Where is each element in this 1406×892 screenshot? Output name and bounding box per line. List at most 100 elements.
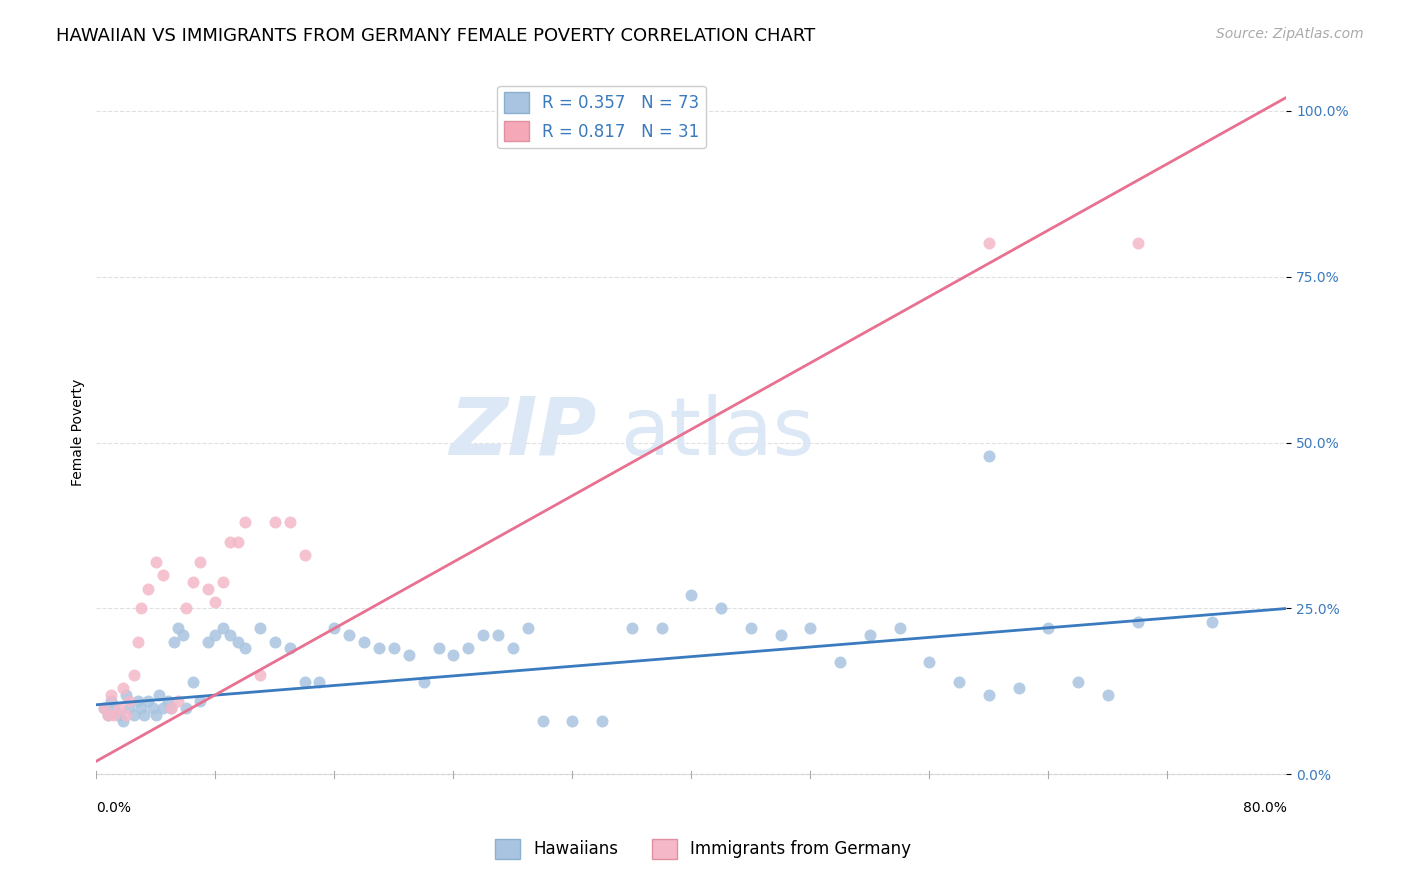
Point	[308, 674, 330, 689]
Point	[486, 628, 509, 642]
Point	[1126, 236, 1149, 251]
Point	[353, 634, 375, 648]
Point	[382, 641, 405, 656]
Point	[740, 621, 762, 635]
Point	[651, 621, 673, 635]
Point	[197, 582, 219, 596]
Point	[1097, 688, 1119, 702]
Point	[107, 701, 129, 715]
Point	[159, 701, 181, 715]
Point	[368, 641, 391, 656]
Y-axis label: Female Poverty: Female Poverty	[72, 379, 86, 486]
Point	[211, 574, 233, 589]
Point	[172, 628, 194, 642]
Point	[148, 688, 170, 702]
Point	[97, 707, 120, 722]
Point	[516, 621, 538, 635]
Point	[181, 574, 204, 589]
Point	[323, 621, 346, 635]
Point	[138, 694, 160, 708]
Point	[249, 668, 271, 682]
Point	[233, 515, 256, 529]
Point	[1008, 681, 1031, 695]
Point	[118, 701, 141, 715]
Point	[219, 535, 242, 549]
Point	[181, 674, 204, 689]
Point	[127, 694, 149, 708]
Point	[249, 621, 271, 635]
Point	[1067, 674, 1090, 689]
Point	[591, 714, 613, 729]
Point	[948, 674, 970, 689]
Point	[204, 628, 226, 642]
Point	[93, 701, 115, 715]
Point	[174, 701, 197, 715]
Point	[152, 701, 174, 715]
Point	[174, 601, 197, 615]
Point	[918, 655, 941, 669]
Point	[115, 688, 138, 702]
Point	[441, 648, 464, 662]
Point	[457, 641, 479, 656]
Point	[156, 694, 179, 708]
Point	[412, 674, 434, 689]
Point	[830, 655, 852, 669]
Point	[427, 641, 450, 656]
Text: ZIP: ZIP	[449, 393, 596, 472]
Point	[337, 628, 360, 642]
Point	[112, 714, 135, 729]
Point	[398, 648, 420, 662]
Point	[197, 634, 219, 648]
Point	[233, 641, 256, 656]
Point	[710, 601, 733, 615]
Legend: R = 0.357   N = 73, R = 0.817   N = 31: R = 0.357 N = 73, R = 0.817 N = 31	[498, 86, 706, 148]
Point	[502, 641, 524, 656]
Point	[103, 707, 125, 722]
Point	[115, 707, 138, 722]
Point	[531, 714, 554, 729]
Legend: Hawaiians, Immigrants from Germany: Hawaiians, Immigrants from Germany	[488, 832, 918, 866]
Text: atlas: atlas	[620, 393, 814, 472]
Point	[122, 707, 145, 722]
Point	[107, 707, 129, 722]
Point	[472, 628, 495, 642]
Point	[977, 688, 1000, 702]
Point	[799, 621, 821, 635]
Point	[100, 688, 122, 702]
Point	[1038, 621, 1060, 635]
Point	[112, 681, 135, 695]
Point	[859, 628, 882, 642]
Point	[620, 621, 643, 635]
Text: 0.0%: 0.0%	[97, 801, 131, 815]
Point	[152, 568, 174, 582]
Text: Source: ZipAtlas.com: Source: ZipAtlas.com	[1216, 27, 1364, 41]
Point	[142, 701, 165, 715]
Point	[129, 701, 152, 715]
Point	[226, 535, 249, 549]
Point	[294, 674, 316, 689]
Point	[97, 707, 120, 722]
Point	[681, 588, 703, 602]
Point	[190, 555, 212, 569]
Point	[118, 694, 141, 708]
Point	[122, 668, 145, 682]
Point	[263, 634, 285, 648]
Point	[145, 707, 167, 722]
Text: 80.0%: 80.0%	[1243, 801, 1286, 815]
Point	[127, 634, 149, 648]
Point	[769, 628, 792, 642]
Point	[561, 714, 583, 729]
Point	[219, 628, 242, 642]
Point	[138, 582, 160, 596]
Text: HAWAIIAN VS IMMIGRANTS FROM GERMANY FEMALE POVERTY CORRELATION CHART: HAWAIIAN VS IMMIGRANTS FROM GERMANY FEMA…	[56, 27, 815, 45]
Point	[294, 549, 316, 563]
Point	[1201, 615, 1223, 629]
Point	[889, 621, 911, 635]
Point	[163, 634, 186, 648]
Point	[226, 634, 249, 648]
Point	[159, 701, 181, 715]
Point	[93, 701, 115, 715]
Point	[263, 515, 285, 529]
Point	[977, 236, 1000, 251]
Point	[103, 701, 125, 715]
